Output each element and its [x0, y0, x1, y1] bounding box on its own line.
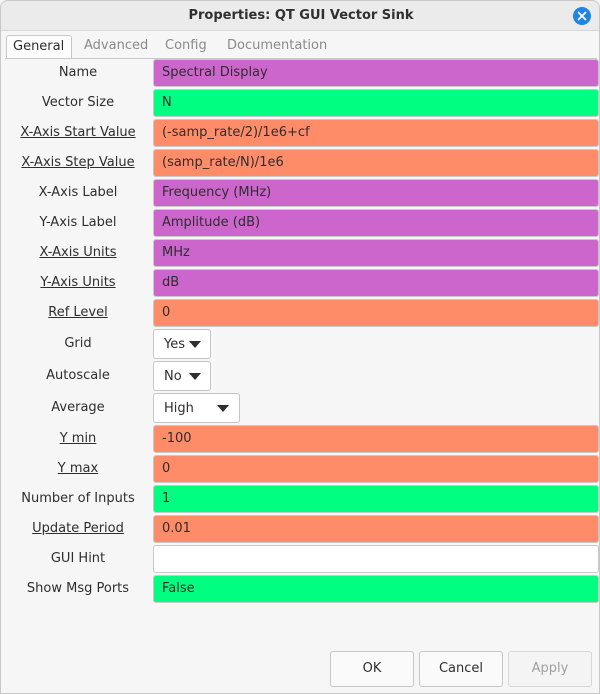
param-field-x-axis-step[interactable]: (samp_rate/N)/1e6	[153, 149, 599, 177]
param-row-x-axis-units: X-Axis Units MHz	[1, 238, 599, 268]
param-label-grid: Grid	[64, 336, 92, 351]
param-row-ref-level: Ref Level 0	[1, 298, 599, 328]
grid-dropdown[interactable]: Yes	[153, 329, 211, 359]
param-row-vector-size: Vector Size N	[1, 88, 599, 118]
param-label-x-axis-label: X-Axis Label	[38, 185, 118, 200]
grid-dropdown-value: Yes	[164, 337, 185, 352]
param-field-x-axis-start[interactable]: (-samp_rate/2)/1e6+cf	[153, 119, 599, 147]
tab-bar: General Advanced Config Documentation	[1, 31, 599, 59]
param-row-y-min: Y min -100	[1, 424, 599, 454]
param-field-x-axis-label[interactable]: Frequency (MHz)	[153, 179, 599, 207]
param-row-x-axis-start: X-Axis Start Value (-samp_rate/2)/1e6+cf	[1, 118, 599, 148]
autoscale-dropdown-value: No	[164, 369, 182, 384]
tab-advanced[interactable]: Advanced	[84, 38, 149, 53]
param-label-show-msg-ports: Show Msg Ports	[26, 581, 130, 596]
param-row-y-axis-units: Y-Axis Units dB	[1, 268, 599, 298]
cancel-button[interactable]: Cancel	[419, 651, 503, 687]
param-label-update-period: Update Period	[32, 521, 124, 536]
param-label-gui-hint: GUI Hint	[50, 551, 106, 566]
param-field-y-axis-units[interactable]: dB	[153, 269, 599, 297]
close-icon	[577, 11, 587, 21]
dialog-button-bar: OK Cancel Apply	[1, 647, 599, 693]
param-label-y-axis-units: Y-Axis Units	[40, 275, 116, 290]
param-field-number-of-inputs[interactable]: 1	[153, 485, 599, 513]
param-row-y-axis-label: Y-Axis Label Amplitude (dB)	[1, 208, 599, 238]
param-field-y-max[interactable]: 0	[153, 455, 599, 483]
window-title: Properties: QT GUI Vector Sink	[188, 8, 414, 23]
param-label-x-axis-step: X-Axis Step Value	[21, 155, 135, 170]
param-row-name: Name Spectral Display	[1, 58, 599, 88]
chevron-down-icon	[189, 373, 201, 380]
param-label-y-axis-label: Y-Axis Label	[39, 215, 117, 230]
param-label-number-of-inputs: Number of Inputs	[21, 491, 135, 506]
param-label-ref-level: Ref Level	[48, 305, 108, 320]
param-row-autoscale: Autoscale No	[1, 361, 599, 391]
param-label-autoscale: Autoscale	[46, 368, 110, 383]
tab-config[interactable]: Config	[165, 38, 207, 53]
param-field-name[interactable]: Spectral Display	[153, 59, 599, 87]
tab-general[interactable]: General	[6, 35, 72, 59]
param-row-update-period: Update Period 0.01	[1, 514, 599, 544]
param-field-gui-hint[interactable]	[153, 545, 599, 573]
chevron-down-icon	[217, 405, 229, 412]
param-field-ref-level[interactable]: 0	[153, 299, 599, 327]
param-row-x-axis-label: X-Axis Label Frequency (MHz)	[1, 178, 599, 208]
param-label-x-axis-start: X-Axis Start Value	[20, 125, 136, 140]
param-field-y-axis-label[interactable]: Amplitude (dB)	[153, 209, 599, 237]
param-field-show-msg-ports[interactable]: False	[153, 575, 599, 603]
param-row-x-axis-step: X-Axis Step Value (samp_rate/N)/1e6	[1, 148, 599, 178]
param-field-x-axis-units[interactable]: MHz	[153, 239, 599, 267]
autoscale-dropdown[interactable]: No	[153, 361, 211, 391]
chevron-down-icon	[189, 341, 201, 348]
close-button[interactable]	[573, 7, 591, 25]
param-label-y-max: Y max	[57, 461, 99, 476]
param-field-update-period[interactable]: 0.01	[153, 515, 599, 543]
param-label-vector-size: Vector Size	[41, 95, 115, 110]
ok-button[interactable]: OK	[330, 651, 414, 687]
param-row-average: Average High	[1, 393, 599, 423]
average-dropdown[interactable]: High	[153, 393, 240, 423]
tab-documentation[interactable]: Documentation	[227, 38, 328, 53]
param-label-name: Name	[58, 65, 98, 80]
param-row-y-max: Y max 0	[1, 454, 599, 484]
param-row-grid: Grid Yes	[1, 329, 599, 359]
param-label-y-min: Y min	[59, 431, 97, 446]
param-row-gui-hint: GUI Hint	[1, 544, 599, 574]
param-field-vector-size[interactable]: N	[153, 89, 599, 117]
param-label-average: Average	[51, 400, 105, 415]
param-label-x-axis-units: X-Axis Units	[39, 245, 117, 260]
param-row-show-msg-ports: Show Msg Ports False	[1, 574, 599, 604]
average-dropdown-value: High	[164, 401, 194, 416]
title-bar: Properties: QT GUI Vector Sink	[1, 1, 599, 31]
param-field-y-min[interactable]: -100	[153, 425, 599, 453]
param-row-number-of-inputs: Number of Inputs 1	[1, 484, 599, 514]
apply-button[interactable]: Apply	[508, 651, 592, 687]
